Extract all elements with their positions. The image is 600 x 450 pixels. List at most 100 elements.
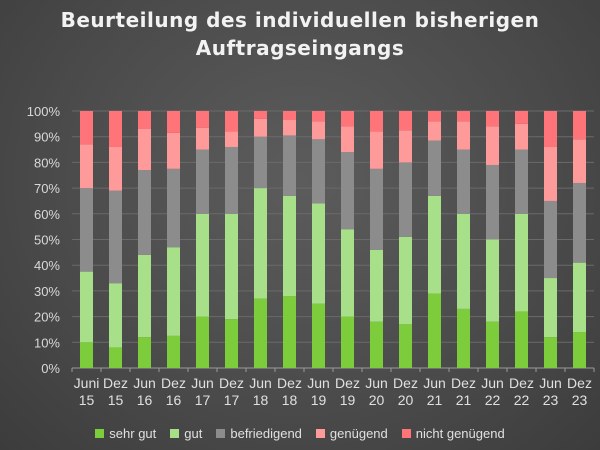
legend-swatch (95, 429, 105, 438)
x-tick-label: Jun (191, 375, 214, 391)
chart-title: Beurteilung des individuellen bisherigen… (0, 6, 600, 62)
bar-segment-befriedigend (138, 170, 151, 255)
x-tick-label: 21 (456, 392, 472, 408)
bar-segment-befriedigend (428, 140, 441, 196)
x-tick-label: 20 (398, 392, 414, 408)
bar-segment-gut (196, 213, 209, 317)
bar-segment-genügend (544, 146, 557, 201)
bar-segment-gut (312, 203, 325, 304)
x-tick-label: 23 (572, 392, 588, 408)
bar-segment-nicht-genügend (283, 111, 296, 120)
bar-segment-nicht-genügend (399, 111, 412, 131)
bar-segment-befriedigend (399, 162, 412, 237)
bar-segment-genügend (399, 130, 412, 163)
bar-segment-befriedigend (457, 149, 470, 214)
bar-segment-befriedigend (341, 152, 354, 230)
bar-segment-genügend (312, 121, 325, 140)
bar-segment-gut (544, 278, 557, 338)
x-tick-label: Dez (567, 375, 592, 391)
bar-segment-gut (428, 195, 441, 294)
bar-segment-gut (457, 213, 470, 309)
bar-segment-genügend (254, 118, 267, 137)
bar-segment-nicht-genügend (544, 111, 557, 147)
bar-segment-sehr-gut (457, 308, 470, 368)
legend-item: befriedigend (216, 426, 302, 441)
bar-segment-befriedigend (544, 200, 557, 279)
bar-segment-sehr-gut (341, 316, 354, 368)
bar-segment-nicht-genügend (196, 111, 209, 128)
legend-item: gut (170, 426, 202, 441)
bar-segment-genügend (138, 128, 151, 171)
y-tick-label: 50% (34, 233, 60, 248)
x-tick-label: 19 (340, 392, 356, 408)
bar-segment-genügend (457, 121, 470, 150)
bar-segment-befriedigend (109, 190, 122, 284)
bar-segment-befriedigend (254, 136, 267, 189)
bar-segment-befriedigend (80, 188, 93, 272)
bar-segment-genügend (370, 131, 383, 169)
bar-segment-nicht-genügend (109, 111, 122, 147)
chart-title-line-1: Beurteilung des individuellen bisherigen (60, 8, 540, 32)
x-tick-label: Jun (539, 375, 562, 391)
bar-segment-befriedigend (283, 135, 296, 196)
legend-swatch (315, 429, 325, 438)
legend-item: sehr gut (95, 426, 156, 441)
bar-segment-sehr-gut (370, 321, 383, 368)
x-tick-label: 16 (166, 392, 182, 408)
bar-segment-nicht-genügend (573, 111, 586, 140)
y-tick-label: 0% (41, 361, 60, 376)
bar-segment-gut (225, 213, 238, 320)
x-tick-label: Dez (335, 375, 360, 391)
bar-segment-befriedigend (573, 182, 586, 263)
bar-segment-sehr-gut (486, 321, 499, 368)
bar-segment-genügend (283, 119, 296, 136)
y-tick-label: 40% (34, 258, 60, 273)
bar-segment-gut (370, 249, 383, 322)
x-tick-label: Jun (133, 375, 156, 391)
bar-segment-nicht-genügend (370, 111, 383, 132)
bar-segment-nicht-genügend (428, 111, 441, 122)
x-tick-label: 22 (485, 392, 501, 408)
bar-segment-sehr-gut (428, 293, 441, 368)
bar-segment-genügend (573, 139, 586, 183)
bar-segment-nicht-genügend (225, 111, 238, 132)
bar-segment-nicht-genügend (312, 111, 325, 122)
x-tick-label: Dez (509, 375, 534, 391)
bar-segment-befriedigend (515, 149, 528, 214)
legend-swatch (170, 429, 180, 438)
legend-label: sehr gut (109, 426, 157, 441)
y-tick-label: 70% (34, 181, 60, 196)
x-tick-label: 17 (195, 392, 211, 408)
bar-segment-sehr-gut (399, 324, 412, 368)
legend-item: genügend (315, 426, 388, 441)
x-tick-label: 18 (253, 392, 269, 408)
bar-segment-sehr-gut (254, 298, 267, 368)
bar-segment-sehr-gut (109, 347, 122, 368)
bar-segment-nicht-genügend (80, 111, 93, 145)
bar-segment-gut (80, 271, 93, 343)
x-tick-label: 17 (224, 392, 240, 408)
y-tick-label: 60% (34, 207, 60, 222)
bar-segment-genügend (428, 121, 441, 141)
x-tick-label: Juni (74, 375, 100, 391)
x-tick-label: Dez (393, 375, 418, 391)
bar-segment-nicht-genügend (138, 111, 151, 129)
bar-segment-befriedigend (196, 149, 209, 214)
bar-segment-befriedigend (370, 168, 383, 250)
x-tick-label: 15 (108, 392, 124, 408)
bar-segment-nicht-genügend (515, 111, 528, 124)
y-tick-label: 20% (34, 310, 60, 325)
x-tick-label: 15 (79, 392, 95, 408)
bar-segment-gut (573, 262, 586, 333)
bar-segment-gut (341, 229, 354, 317)
x-tick-label: 20 (369, 392, 385, 408)
bar-segment-sehr-gut (196, 316, 209, 368)
x-tick-label: Jun (249, 375, 272, 391)
bar-segment-genügend (341, 126, 354, 153)
bar-segment-gut (138, 254, 151, 338)
bar-segment-sehr-gut (544, 337, 557, 368)
bar-segment-nicht-genügend (341, 111, 354, 127)
y-tick-label: 10% (34, 335, 60, 350)
bar-segment-sehr-gut (167, 335, 180, 368)
